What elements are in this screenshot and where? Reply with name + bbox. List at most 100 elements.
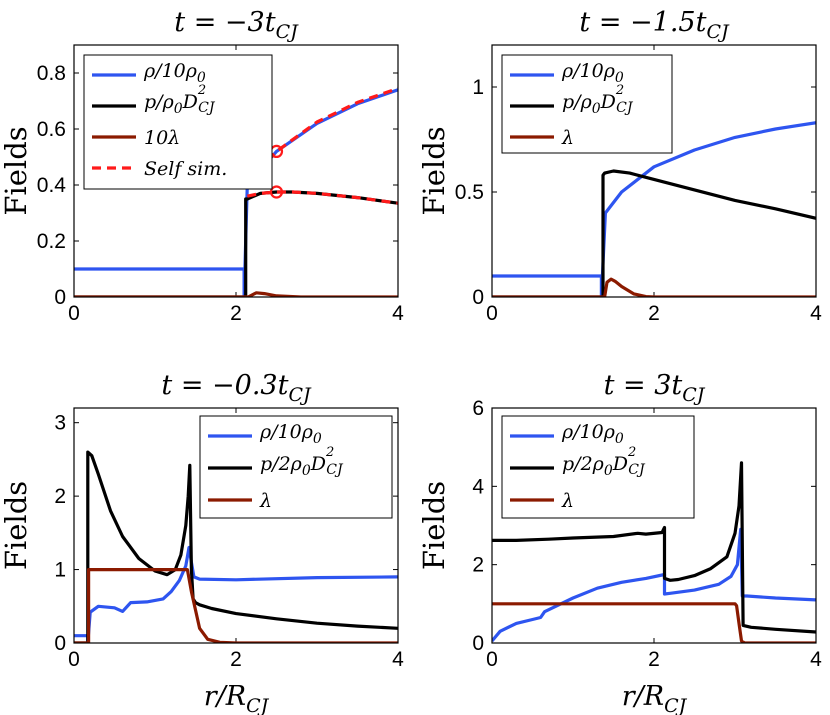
legend-label-part: 2 (325, 445, 334, 460)
x-tick-label: 0 (486, 648, 498, 671)
axes-frame (491, 44, 817, 298)
panel-title: t = −3tCJ (174, 7, 299, 43)
legend-label-part: p/ρ (144, 91, 175, 113)
x-tick-label: 2 (230, 302, 242, 325)
y-tick-label: 0.5 (455, 181, 484, 204)
panel-title-sub: CJ (276, 21, 300, 43)
panel-title: t = 3tCJ (604, 370, 706, 406)
legend-label: ρ/10ρ0 (561, 60, 624, 86)
y-tick-label: 0.2 (37, 230, 66, 253)
legend-label: ρ/10ρ0 (561, 421, 624, 447)
legend-label-part: 0 (615, 70, 624, 86)
y-tick-label: 6 (472, 397, 484, 420)
legend-label-part: 0 (197, 70, 206, 86)
y-tick-label: 2 (472, 554, 484, 577)
series-line-4 (246, 86, 398, 184)
x-tick-label: 0 (68, 648, 80, 671)
panel-title-main: t = 3t (604, 370, 683, 401)
x-tick-label: 4 (810, 302, 822, 325)
legend-label-part: CJ (326, 462, 344, 478)
y-tick-label: 0 (472, 286, 484, 309)
series-line-1 (492, 527, 816, 643)
series-line-3 (492, 602, 816, 643)
series-line-2 (74, 450, 398, 643)
series-line-3 (74, 291, 398, 297)
legend-label-part: p/2ρ (562, 453, 605, 475)
legend-label-part: 0 (615, 431, 624, 447)
series-line-2 (492, 169, 816, 297)
legend-label: λ (561, 127, 574, 149)
legend-label: ρ/10ρ0 (259, 421, 322, 447)
legend-label-part: p/ρ (562, 91, 593, 113)
legend-label-part: ρ/10ρ (561, 421, 616, 443)
legend-label-part: 0 (302, 463, 311, 479)
y-tick-label: 0.6 (37, 118, 66, 141)
x-tick-label: 2 (230, 648, 242, 671)
legend-label-part: ρ/10ρ (561, 60, 616, 82)
y-tick-label: 1 (472, 76, 484, 99)
legend-label-part: p/2ρ (260, 453, 303, 475)
legend-label-part: ρ/10ρ (143, 60, 198, 82)
legend-label: p/ρ0D2 CJ (562, 83, 634, 117)
legend-label-part: 0 (313, 431, 322, 447)
panel-title-sub: CJ (682, 384, 706, 406)
y-axis-label: Fields (0, 481, 33, 570)
legend-label: Self sim. (144, 158, 227, 180)
series-line-1 (74, 545, 398, 643)
panel-title-main: t = −3t (174, 7, 275, 38)
y-tick-label: 3 (54, 412, 66, 435)
legend-label: p/2ρ0D2 CJ (562, 445, 646, 479)
y-tick-label: 0.8 (37, 62, 66, 85)
legend-label-part: 0 (592, 101, 601, 117)
y-axis-label: Fields (417, 126, 451, 215)
y-tick-label: 4 (472, 475, 484, 498)
legend-label-part: CJ (628, 462, 646, 478)
x-tick-label: 4 (392, 648, 404, 671)
x-axis-label: r/RCJ (622, 681, 688, 715)
y-axis-label: Fields (417, 481, 451, 570)
legend-label-part: ρ/10ρ (259, 421, 314, 443)
x-tick-label: 0 (68, 302, 80, 325)
x-axis-label-sub: CJ (246, 695, 270, 715)
panel-title-sub: CJ (288, 384, 312, 406)
x-axis-label-main: r/R (622, 681, 664, 712)
legend-label: λ (561, 490, 574, 512)
x-tick-label: 2 (648, 648, 660, 671)
self-sim-marker (269, 185, 284, 199)
series-line-5 (246, 190, 398, 205)
legend-label-part: 2 (627, 445, 636, 460)
panel-title-main: t = −1.5t (579, 7, 706, 38)
y-tick-label: 1 (54, 559, 66, 582)
y-tick-label: 0 (54, 632, 66, 655)
legend-label: ρ/10ρ0 (143, 60, 206, 86)
legend-label: p/2ρ0D2 CJ (260, 445, 344, 479)
y-tick-label: 2 (54, 485, 66, 508)
legend-label-part: 0 (174, 101, 183, 117)
axes-frame (73, 44, 399, 298)
legend-label-part: D (182, 91, 198, 113)
x-axis-label-sub: CJ (664, 695, 688, 715)
panel-title: t = −0.3tCJ (161, 370, 312, 406)
legend-label-part: 0 (604, 463, 613, 479)
y-tick-label: 0.4 (37, 174, 67, 197)
legend-label-part: D (612, 453, 628, 475)
legend-label-part: D (310, 453, 326, 475)
x-axis-label: r/RCJ (204, 681, 270, 715)
axes-frame (491, 407, 817, 644)
y-tick-label: 0 (54, 286, 66, 309)
x-axis-label-main: r/R (204, 681, 246, 712)
series-line-2 (492, 461, 816, 634)
panel-title-main: t = −0.3t (161, 370, 288, 401)
x-tick-label: 4 (810, 648, 822, 671)
legend-label-part: 2 (197, 83, 206, 98)
x-tick-label: 0 (486, 302, 498, 325)
